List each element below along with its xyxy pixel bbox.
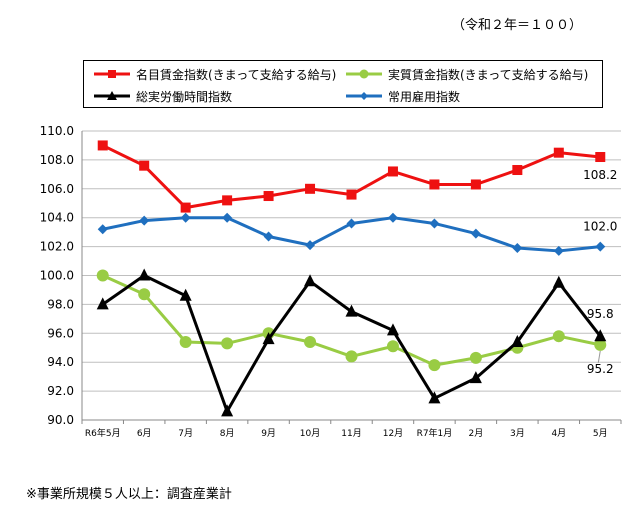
data-point [511, 334, 524, 347]
data-point [97, 224, 108, 235]
legend-item-working-hours: 総実労働時間指数 [92, 86, 232, 106]
y-tick-label: 106.0 [40, 182, 74, 196]
data-point [553, 245, 564, 256]
legend-label: 名目賃金指数(きまって支給する給与) [136, 67, 337, 82]
legend-item-nominal-wage: 名目賃金指数(きまって支給する給与) [92, 64, 336, 84]
data-point [96, 297, 109, 310]
data-point [222, 212, 233, 223]
legend-label: 常用雇用指数 [388, 89, 461, 104]
data-point [138, 288, 151, 301]
data-point [429, 179, 440, 190]
data-point [262, 332, 275, 345]
data-point [222, 195, 233, 206]
data-point [305, 240, 316, 251]
data-point [469, 371, 482, 384]
x-tick-label: R6年5月 [85, 427, 121, 439]
legend-label: 総実労働時間指数 [136, 89, 233, 104]
data-point [387, 166, 398, 177]
data-point [97, 140, 108, 151]
data-point [470, 228, 481, 239]
data-point [428, 391, 441, 404]
data-point [221, 404, 234, 417]
y-tick-label: 102.0 [40, 240, 74, 254]
data-point [386, 323, 399, 336]
data-point [263, 191, 274, 202]
data-point [96, 269, 109, 282]
data-label: 95.2 [587, 362, 614, 376]
data-point [263, 231, 274, 242]
data-point [553, 147, 564, 158]
y-tick-label: 96.0 [47, 326, 74, 340]
data-point [346, 189, 357, 200]
data-point [139, 215, 150, 226]
x-tick-label: 10月 [300, 428, 320, 439]
x-tick-label: 8月 [220, 428, 235, 439]
data-point [305, 183, 316, 194]
x-tick-label: 3月 [510, 428, 525, 439]
footnote: ※事業所規模５人以上：調査産業計 [26, 487, 232, 502]
data-point [346, 218, 357, 229]
y-tick-label: 104.0 [40, 211, 74, 225]
legend-item-real-wage: 実質賃金指数(きまって支給する給与) [344, 64, 588, 84]
index-basis-note: （令和２年＝１００） [452, 18, 583, 33]
legend: 名目賃金指数(きまって支給する給与) 実質賃金指数(きまって支給する給与) 総実… [83, 60, 603, 108]
legend-swatch-square [94, 70, 130, 78]
data-label: 95.8 [587, 307, 614, 321]
x-tick-label: 9月 [261, 428, 276, 439]
data-point [595, 241, 606, 252]
data-point [387, 212, 398, 223]
x-tick-label: 2月 [469, 428, 484, 439]
x-tick-label: 7月 [178, 428, 193, 439]
data-point [469, 351, 482, 364]
data-point [221, 337, 234, 350]
legend-label: 実質賃金指数(きまって支給する給与) [388, 67, 589, 82]
data-point [552, 275, 565, 288]
data-point [179, 288, 192, 301]
legend-swatch-triangle [94, 91, 130, 100]
data-point [304, 274, 317, 287]
data-point [180, 212, 191, 223]
data-point [345, 304, 358, 317]
data-point [345, 350, 358, 363]
data-label: 102.0 [583, 220, 617, 234]
data-point [304, 335, 317, 348]
y-tick-label: 94.0 [47, 355, 74, 369]
data-point [429, 218, 440, 229]
x-tick-label: 5月 [593, 428, 608, 439]
legend-item-employment: 常用雇用指数 [344, 86, 460, 106]
data-point [594, 338, 607, 351]
data-point [594, 329, 607, 342]
data-label: 108.2 [583, 168, 617, 182]
x-tick-label: 6月 [137, 428, 152, 439]
data-point [595, 152, 606, 163]
y-tick-label: 110.0 [40, 124, 74, 138]
data-point [139, 160, 150, 171]
data-point [386, 340, 399, 353]
y-tick-label: 92.0 [47, 384, 74, 398]
x-tick-label: 11月 [341, 428, 361, 439]
y-tick-label: 90.0 [47, 413, 74, 427]
data-point [552, 330, 565, 343]
data-point [512, 243, 523, 254]
x-tick-label: 12月 [383, 428, 403, 439]
legend-swatch-circle [346, 69, 382, 79]
data-point [470, 179, 481, 190]
y-tick-label: 98.0 [47, 297, 74, 311]
data-point [179, 335, 192, 348]
y-tick-label: 108.0 [40, 153, 74, 167]
data-point [428, 359, 441, 372]
data-point [180, 202, 191, 213]
legend-swatch-diamond [346, 92, 382, 100]
x-tick-label: R7年1月 [417, 427, 453, 439]
data-point [138, 268, 151, 281]
data-point [512, 165, 523, 176]
y-tick-label: 100.0 [40, 269, 74, 283]
data-label-leader [597, 350, 601, 363]
x-tick-label: 4月 [551, 428, 566, 439]
